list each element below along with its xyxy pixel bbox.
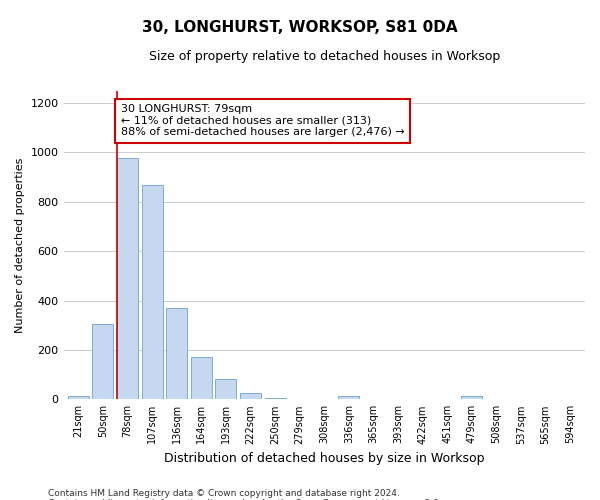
Bar [68, 396, 89, 400]
Bar [215, 379, 236, 400]
Bar [338, 396, 359, 400]
Text: Contains public sector information licensed under the Open Government Licence v3: Contains public sector information licen… [48, 498, 442, 500]
Title: Size of property relative to detached houses in Worksop: Size of property relative to detached ho… [149, 50, 500, 63]
Y-axis label: Number of detached properties: Number of detached properties [15, 157, 25, 332]
Text: 30 LONGHURST: 79sqm
← 11% of detached houses are smaller (313)
88% of semi-detac: 30 LONGHURST: 79sqm ← 11% of detached ho… [121, 104, 404, 138]
Bar [191, 358, 212, 400]
Bar [240, 393, 261, 400]
Text: 30, LONGHURST, WORKSOP, S81 0DA: 30, LONGHURST, WORKSOP, S81 0DA [142, 20, 458, 35]
Bar [142, 185, 163, 400]
X-axis label: Distribution of detached houses by size in Worksop: Distribution of detached houses by size … [164, 452, 485, 465]
Text: Contains HM Land Registry data © Crown copyright and database right 2024.: Contains HM Land Registry data © Crown c… [48, 488, 400, 498]
Bar [461, 396, 482, 400]
Bar [265, 398, 286, 400]
Bar [92, 324, 113, 400]
Bar [117, 158, 138, 400]
Bar [166, 308, 187, 400]
